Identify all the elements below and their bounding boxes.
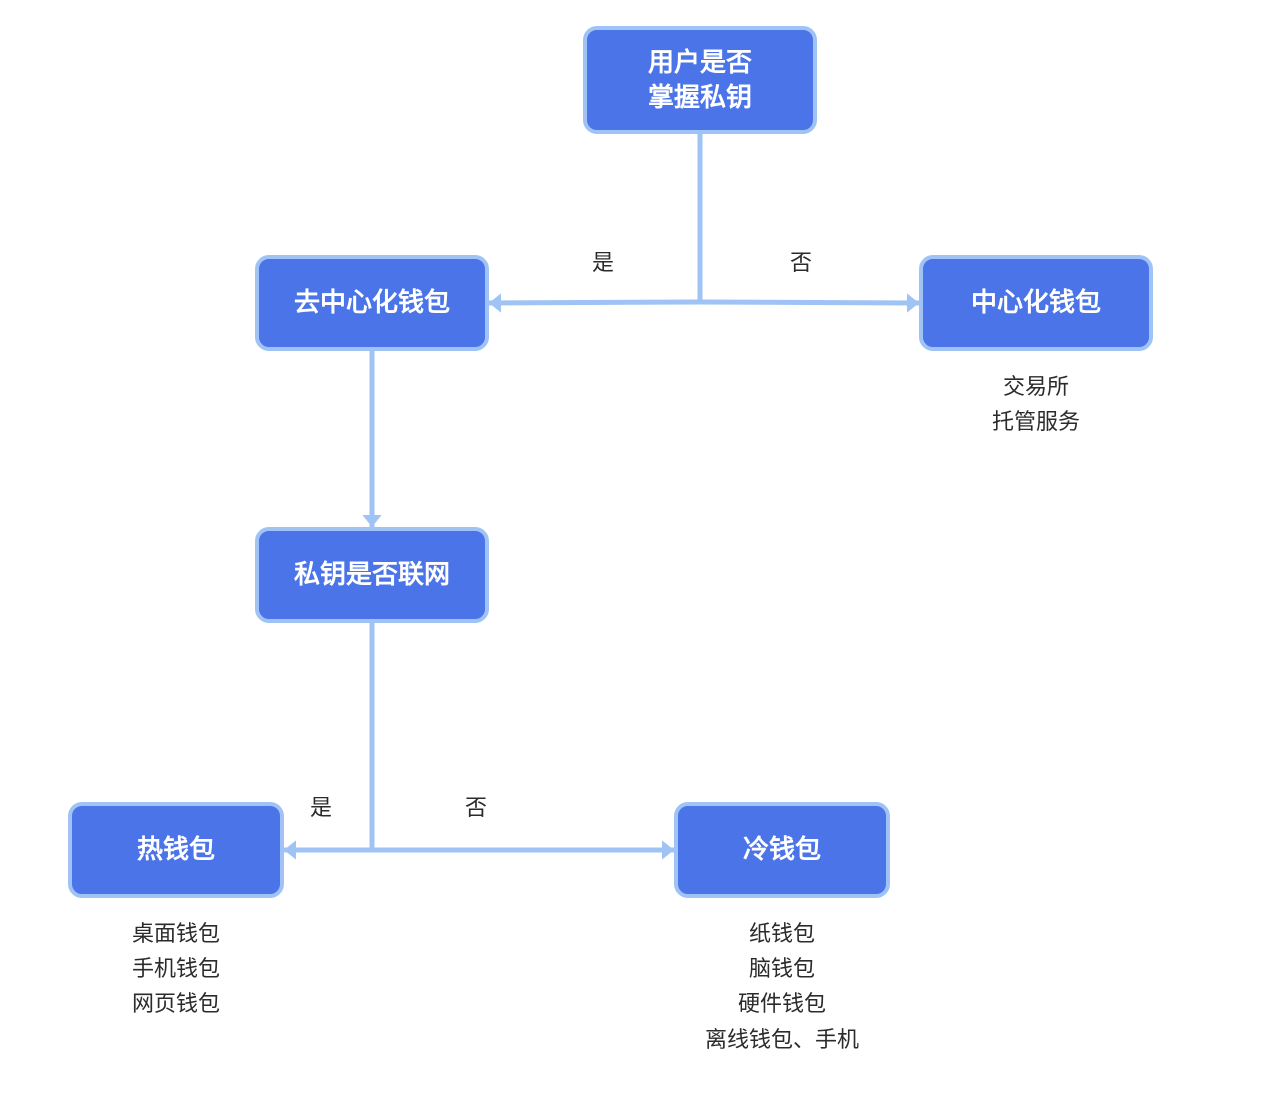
edge-label-key-yes: 是 bbox=[310, 790, 332, 822]
node-centralized: 中心化钱包 bbox=[919, 255, 1153, 351]
node-key-online: 私钥是否联网 bbox=[255, 527, 489, 623]
node-root: 用户是否 掌握私钥 bbox=[583, 26, 817, 134]
node-hot: 热钱包 bbox=[68, 802, 284, 898]
edge-label-root-no: 否 bbox=[790, 245, 812, 277]
edge-label-root-yes: 是 bbox=[592, 245, 614, 277]
node-decentralized: 去中心化钱包 bbox=[255, 255, 489, 351]
node-cold: 冷钱包 bbox=[674, 802, 890, 898]
sublabel-centralized: 交易所 托管服务 bbox=[919, 369, 1153, 439]
sublabel-hot: 桌面钱包 手机钱包 网页钱包 bbox=[68, 916, 284, 1022]
edge-label-key-no: 否 bbox=[465, 790, 487, 822]
sublabel-cold: 纸钱包 脑钱包 硬件钱包 离线钱包、手机 bbox=[674, 916, 890, 1057]
